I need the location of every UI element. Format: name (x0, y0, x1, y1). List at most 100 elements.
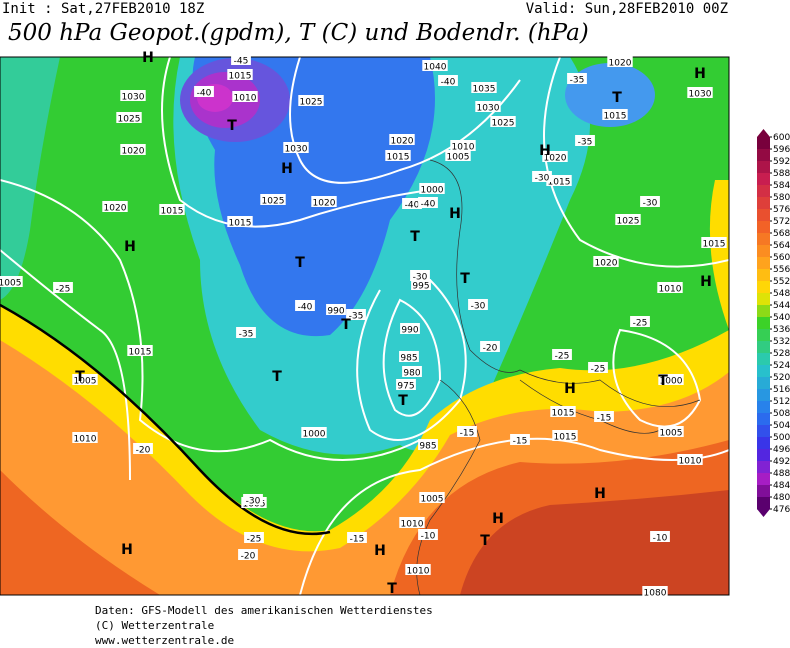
pressure-center: T (410, 229, 420, 245)
isotherm-label: -15 (597, 414, 612, 424)
label-box (419, 492, 445, 503)
colorbar-label: 532 (773, 337, 790, 347)
pressure-center: H (492, 511, 504, 527)
label-box (677, 454, 703, 465)
label-box (594, 411, 614, 422)
colorbar-label: 592 (773, 157, 790, 167)
colorbar-label: 564 (773, 241, 790, 251)
isotherm-label: -25 (56, 285, 71, 295)
isotherm-label: -25 (591, 365, 606, 375)
label-box (552, 349, 572, 360)
isobar-label: 1010 (659, 285, 682, 295)
label-box (301, 427, 327, 438)
isotherm-label: -40 (441, 78, 456, 88)
isobar-label: 1035 (473, 85, 496, 95)
label-box (120, 144, 146, 155)
colorbar-label: 596 (773, 145, 790, 155)
label-box (232, 91, 258, 102)
isobar-label: 1015 (229, 219, 252, 229)
isobar-label: 1080 (644, 589, 667, 599)
colorbar-label: 568 (773, 229, 790, 239)
colorbar-bin (757, 365, 770, 378)
isobar-label: 1030 (477, 104, 500, 114)
label-box (546, 175, 572, 186)
label-box (640, 196, 660, 207)
label-box (298, 95, 324, 106)
colorbar-bin (757, 257, 770, 270)
isobar-label: 1005 (0, 279, 21, 289)
isotherm-label: -30 (535, 174, 550, 184)
pressure-center: H (142, 50, 154, 66)
label-box (311, 196, 337, 207)
isobar-label: 1010 (452, 143, 475, 153)
label-box (411, 279, 431, 290)
isobar-label: 1020 (391, 137, 414, 147)
colorbar-bin (757, 137, 770, 150)
pressure-center: H (449, 206, 461, 222)
label-box (0, 276, 23, 287)
label-box (127, 345, 153, 356)
colorbar-label: 552 (773, 277, 790, 287)
pressure-center: T (612, 90, 622, 106)
isobar-label: 1015 (129, 348, 152, 358)
colorbar-bin (757, 149, 770, 162)
isobar-label: 1015 (161, 207, 184, 217)
colorbar-bin (757, 293, 770, 306)
colorbar-cap (757, 129, 770, 137)
isobar-label: 1030 (689, 90, 712, 100)
label-box (615, 214, 641, 225)
colorbar-label: 556 (773, 265, 790, 275)
isotherm-label: -30 (246, 497, 261, 507)
colorbar-bin (757, 485, 770, 498)
colorbar-bin (757, 473, 770, 486)
isobar-label: 975 (397, 382, 414, 392)
label-box (588, 362, 608, 373)
pressure-center: T (341, 317, 351, 333)
isotherm-label: -25 (247, 535, 262, 545)
label-box (419, 183, 445, 194)
colorbar-bin (757, 377, 770, 390)
isobar-label: 1015 (387, 153, 410, 163)
label-box (159, 204, 185, 215)
label-box (402, 198, 422, 209)
colorbar-label: 516 (773, 385, 790, 395)
isobar-label: 1030 (122, 93, 145, 103)
label-box (602, 109, 628, 120)
label-box (567, 73, 587, 84)
pressure-center: T (387, 581, 397, 597)
colorbar-bin (757, 245, 770, 258)
colorbar-bin (757, 449, 770, 462)
colorbar-label: 588 (773, 169, 790, 179)
pressure-center: H (594, 486, 606, 502)
colorbar-bin (757, 281, 770, 294)
label-box (396, 379, 416, 390)
label-box (658, 426, 684, 437)
isotherm-label: -20 (136, 446, 151, 456)
isobar-label: 1010 (74, 435, 97, 445)
label-box (102, 201, 128, 212)
isobar-label: 1005 (74, 377, 97, 387)
label-box (194, 86, 214, 97)
isotherm-label: -10 (653, 534, 668, 544)
isotherm-label: -40 (197, 89, 212, 99)
label-box (346, 309, 366, 320)
colorbar: 600 596 592 588 584 580 576 572 568 564 560 556 552 5… (757, 129, 790, 517)
label-box (550, 406, 576, 417)
colorbar-bin (757, 209, 770, 222)
pressure-center: T (227, 118, 237, 134)
pressure-center: H (539, 143, 551, 159)
colorbar-bin (757, 401, 770, 414)
colorbar-bin (757, 173, 770, 186)
isobar-label: 1025 (118, 115, 141, 125)
isobar-label: 1010 (407, 567, 430, 577)
isotherm-label: -30 (413, 273, 428, 283)
isobar-label: 1015 (552, 409, 575, 419)
isobar-label: 1005 (447, 153, 470, 163)
colorbar-label: 560 (773, 253, 790, 263)
colorbar-bin (757, 413, 770, 426)
pressure-center: T (295, 255, 305, 271)
colorbar-label: 500 (773, 433, 790, 443)
colorbar-bin (757, 497, 770, 510)
